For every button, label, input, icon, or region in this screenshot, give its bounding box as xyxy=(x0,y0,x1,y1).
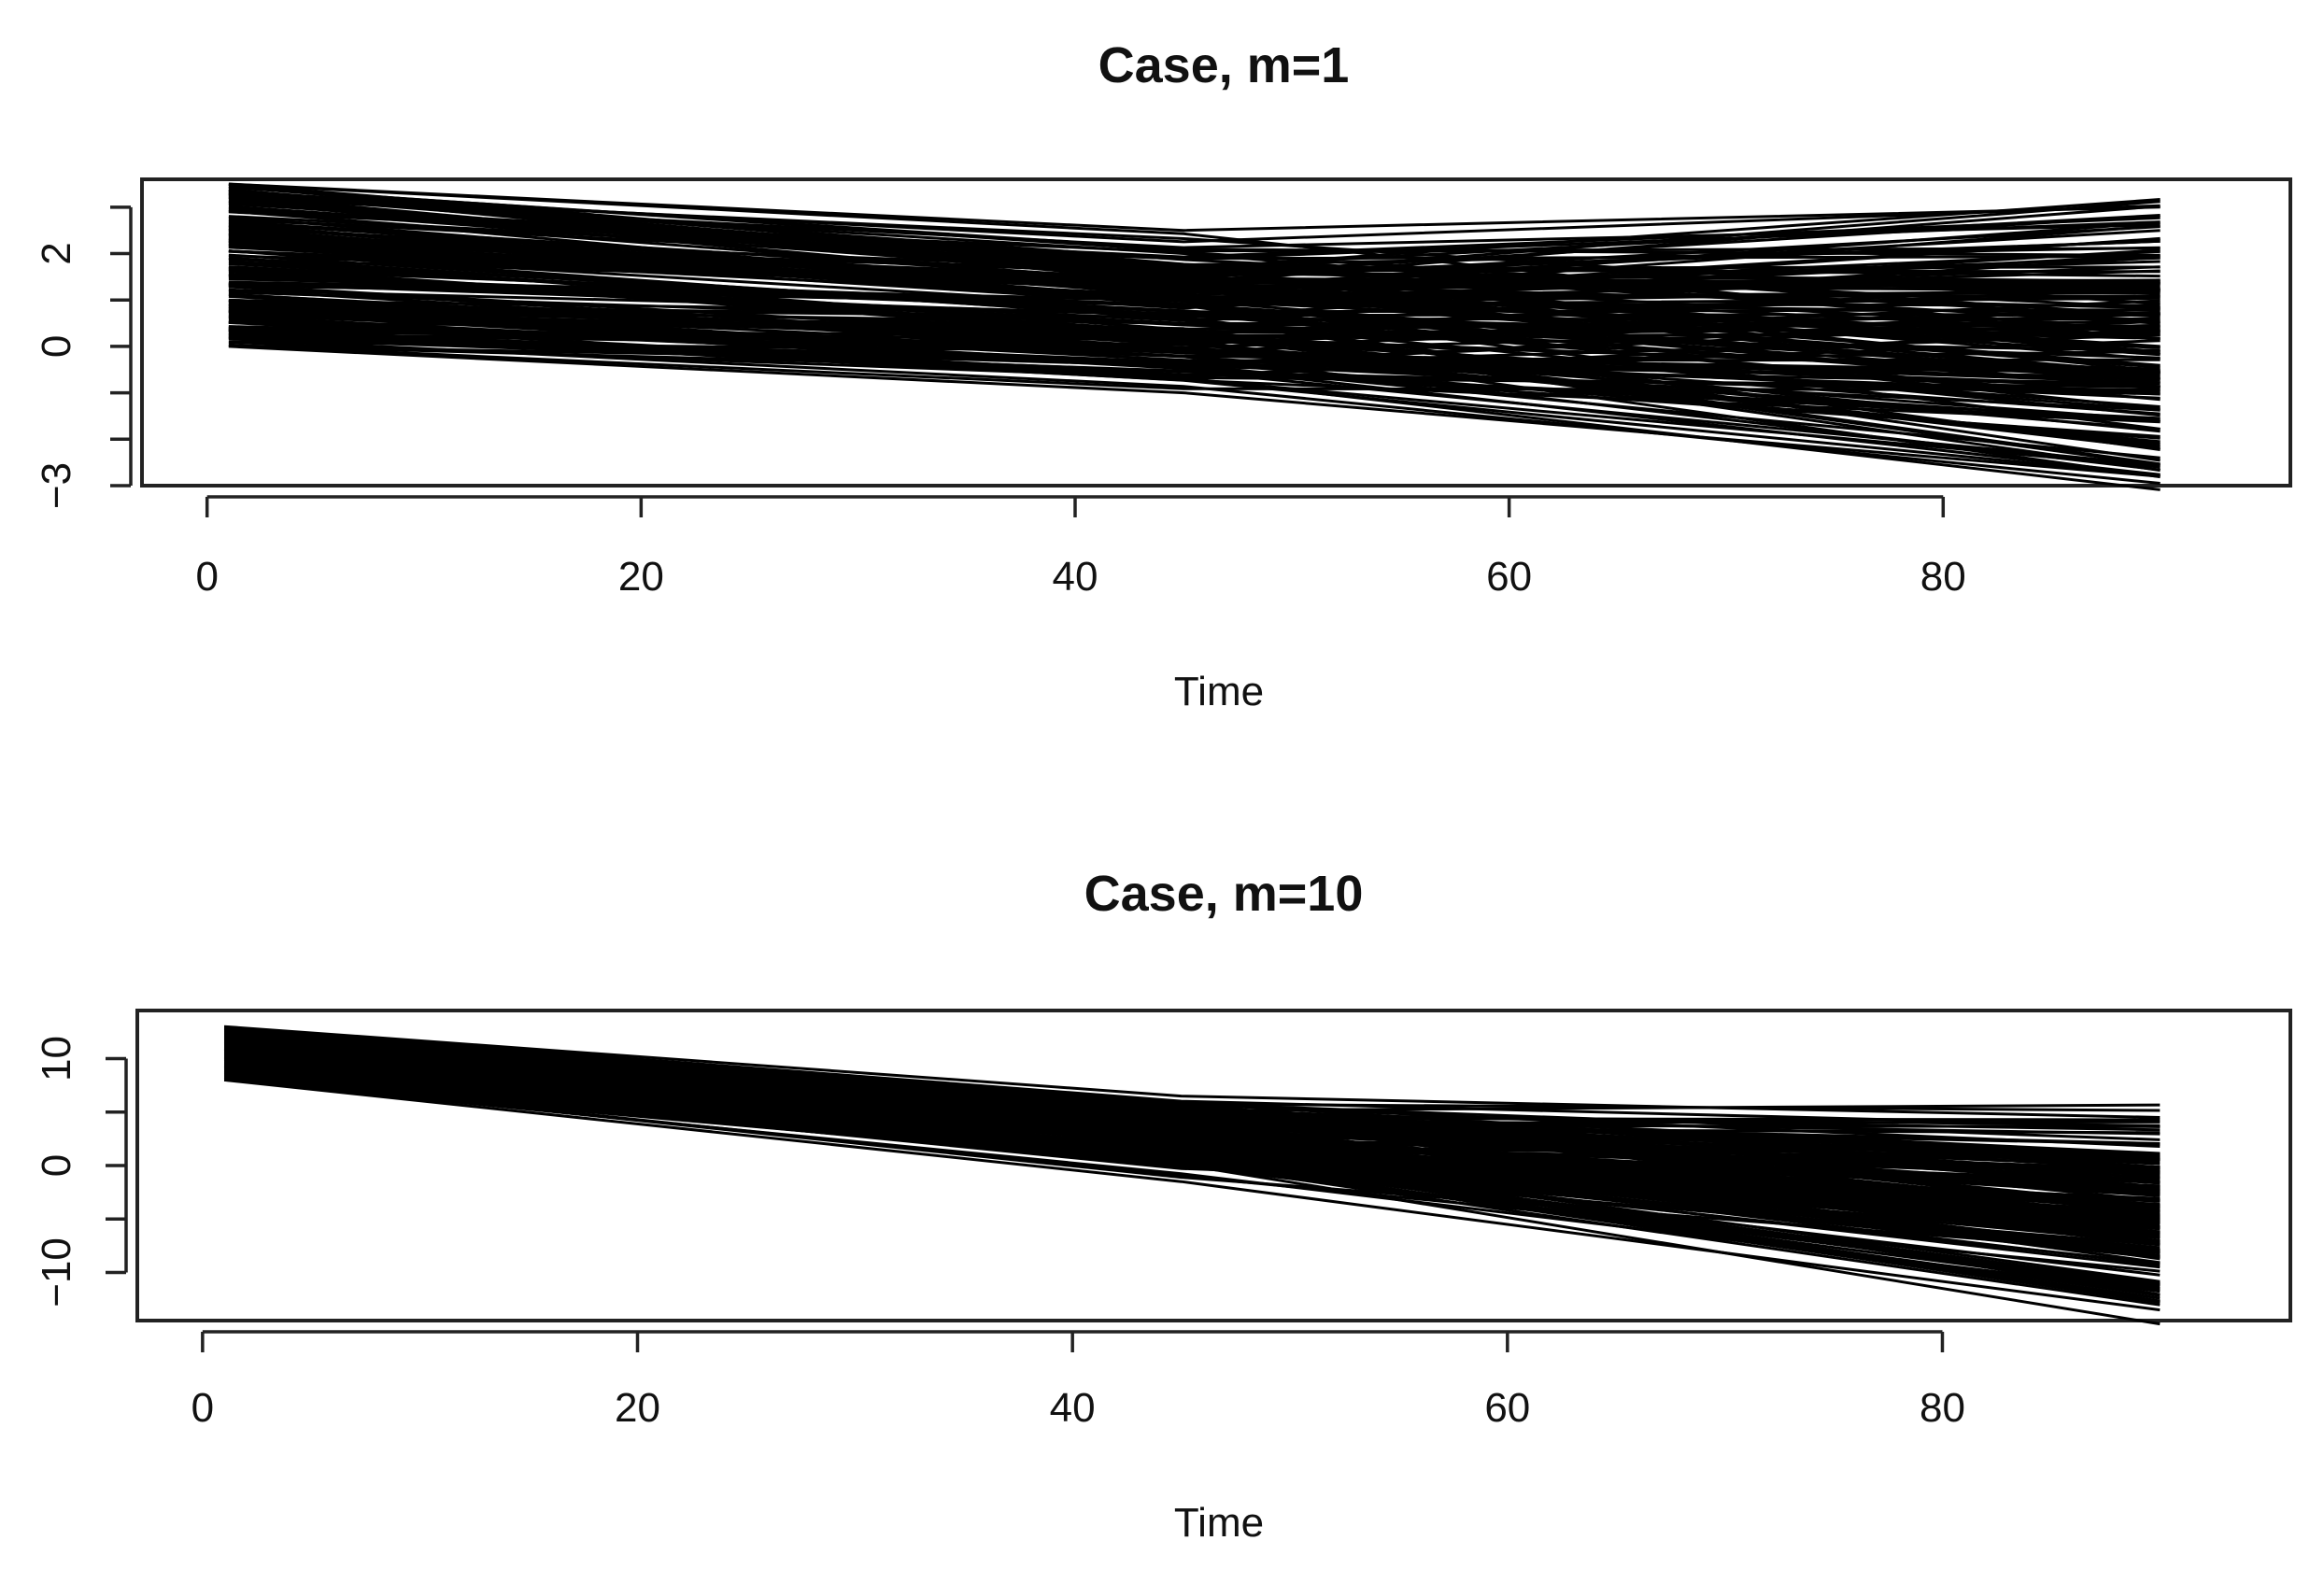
series-line xyxy=(228,191,2161,244)
series-line xyxy=(228,246,2161,369)
x-tick-label: 60 xyxy=(1484,1385,1530,1431)
series-line xyxy=(228,182,2161,318)
y-axis: −10 0 10 xyxy=(34,1036,128,1308)
series-line xyxy=(228,336,2161,423)
series-line xyxy=(223,1078,2161,1312)
series-line xyxy=(228,214,2161,270)
series-group xyxy=(228,182,2161,491)
x-tick-label: 0 xyxy=(195,554,218,600)
series-line xyxy=(228,294,2161,382)
series-line xyxy=(228,317,2161,459)
x-axis-label: Time xyxy=(1174,1500,1264,1546)
y-tick-label: 2 xyxy=(34,242,79,264)
x-tick-label: 20 xyxy=(615,1385,660,1431)
series-line xyxy=(228,326,2161,469)
chart-title: Case, m=1 xyxy=(1098,37,1350,93)
x-tick-label: 40 xyxy=(1053,554,1098,600)
y-tick-label: −10 xyxy=(34,1237,79,1308)
series-line xyxy=(228,256,2161,318)
series-line xyxy=(228,200,2161,332)
series-line xyxy=(228,337,2161,485)
series-line xyxy=(228,310,2161,389)
x-axis: 0 20 40 60 80 xyxy=(195,495,1966,600)
x-tick-label: 20 xyxy=(618,554,664,600)
series-line xyxy=(223,1035,2161,1145)
series-line xyxy=(228,300,2161,331)
series-line xyxy=(228,343,2161,391)
x-tick-label: 60 xyxy=(1486,554,1532,600)
series-line xyxy=(223,1039,2161,1208)
series-line xyxy=(223,1025,2161,1158)
series-line xyxy=(223,1025,2161,1213)
x-tick-label: 80 xyxy=(1920,554,1966,600)
series-line xyxy=(223,1073,2161,1285)
panel-case-m10: Case, m=10 0 20 40 60 80 −10 0 10 Time xyxy=(34,866,2292,1546)
series-line xyxy=(228,320,2161,440)
series-line xyxy=(228,307,2161,445)
series-line xyxy=(223,1070,2161,1247)
series-line xyxy=(228,229,2161,306)
y-tick-label: 0 xyxy=(34,1154,79,1177)
series-group xyxy=(223,1025,2161,1326)
x-tick-label: 0 xyxy=(191,1385,214,1431)
series-line xyxy=(223,1078,2161,1293)
series-line xyxy=(228,309,2161,394)
series-line xyxy=(228,345,2161,478)
chart-title: Case, m=10 xyxy=(1084,866,1364,922)
series-line xyxy=(228,236,2161,334)
x-tick-label: 80 xyxy=(1920,1385,1965,1431)
y-tick-label: 10 xyxy=(34,1036,79,1081)
series-line xyxy=(228,224,2161,302)
series-line xyxy=(228,249,2161,321)
y-tick-label: 0 xyxy=(34,335,79,358)
x-axis: 0 20 40 60 80 xyxy=(191,1330,1965,1431)
series-line xyxy=(223,1025,2161,1119)
series-line xyxy=(223,1057,2161,1234)
series-line xyxy=(223,1025,2161,1141)
plot-frame xyxy=(135,1009,2292,1322)
y-axis: −3 0 2 xyxy=(34,205,133,509)
x-tick-label: 40 xyxy=(1050,1385,1096,1431)
series-line xyxy=(228,182,2161,233)
series-line xyxy=(223,1067,2161,1269)
panel-case-m1: Case, m=1 0 20 40 60 80 −3 0 2 Time xyxy=(34,37,2292,714)
series-line xyxy=(228,203,2161,261)
series-line xyxy=(228,258,2161,290)
plot-frame xyxy=(140,177,2292,488)
x-axis-label: Time xyxy=(1174,669,1264,714)
series-line xyxy=(223,1045,2161,1209)
y-tick-label: −3 xyxy=(34,462,79,509)
